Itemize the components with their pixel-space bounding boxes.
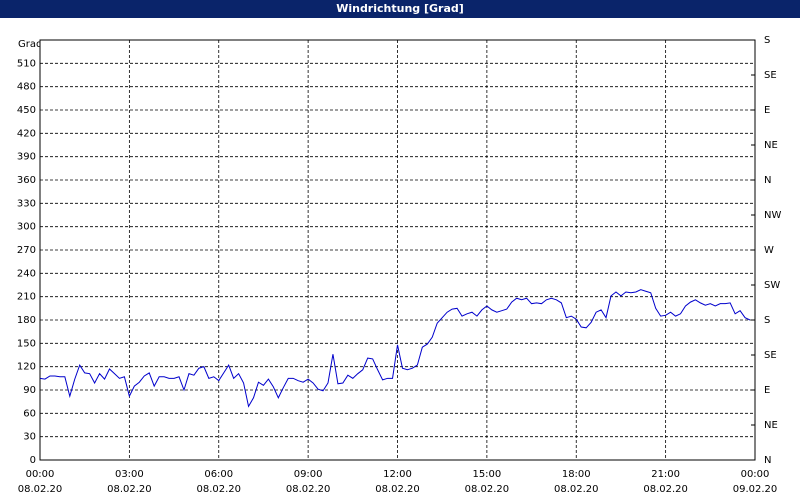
x-tick-label: 12:00 [383,469,412,480]
y2-tick-label: S [764,35,770,46]
x-tick-label: 15:00 [472,469,501,480]
x-tick-label: 09:00 [294,469,323,480]
y-tick-label: 390 [17,152,36,163]
y-tick-label: 0 [30,455,36,466]
x-tick-date: 08.02.20 [554,484,599,495]
x-tick-date: 08.02.20 [375,484,420,495]
data-line [39,289,751,408]
y2-tick-label: NW [764,210,781,221]
x-tick-label: 18:00 [562,469,591,480]
x-tick-label: 00:00 [741,469,770,480]
x-tick-date: 08.02.20 [196,484,241,495]
y2-tick-label: E [764,385,770,396]
y2-tick-label: S [764,315,770,326]
y-tick-label: 240 [17,268,36,279]
x-tick-label: 21:00 [651,469,680,480]
y2-tick-label: SW [764,280,780,291]
x-tick-label: 03:00 [115,469,144,480]
y-tick-label: 300 [17,222,36,233]
y-axis-label: Grad [18,39,42,50]
y-tick-label: 120 [17,362,36,373]
y-tick-label: 90 [23,385,36,396]
y-tick-label: 510 [17,58,36,69]
y-tick-label: 150 [17,338,36,349]
y2-tick-label: SE [764,70,777,81]
y-tick-label: 360 [17,175,36,186]
x-tick-date: 08.02.20 [18,484,63,495]
y-tick-label: 180 [17,315,36,326]
title-bar: Windrichtung [Grad] [0,0,800,18]
y2-tick-label: SE [764,350,777,361]
y-tick-label: 330 [17,198,36,209]
x-tick-date: 08.02.20 [643,484,688,495]
chart: Grad 0 30 60 90 120 150 180 210 240 270 300 330 360 3… [17,35,782,495]
x-tick-date: 08.02.20 [286,484,331,495]
y2-tick-label: W [764,245,774,256]
x-tick-date: 09.02.20 [733,484,778,495]
y-tick-label: 30 [23,432,36,443]
x-tick-label: 00:00 [26,469,55,480]
y-tick-label: 480 [17,82,36,93]
y-tick-label: 420 [17,128,36,139]
y-tick-label: 60 [23,408,36,419]
x-tick-date: 08.02.20 [465,484,510,495]
y-tick-label: 210 [17,292,36,303]
y2-tick-label: NE [764,140,778,151]
y2-tick-label: NE [764,420,778,431]
y-tick-label: 270 [17,245,36,256]
y2-tick-label: N [764,175,771,186]
x-tick-date: 08.02.20 [107,484,152,495]
y2-tick-label: N [764,455,771,466]
y-tick-label: 450 [17,105,36,116]
x-tick-label: 06:00 [204,469,233,480]
y2-tick-label: E [764,105,770,116]
